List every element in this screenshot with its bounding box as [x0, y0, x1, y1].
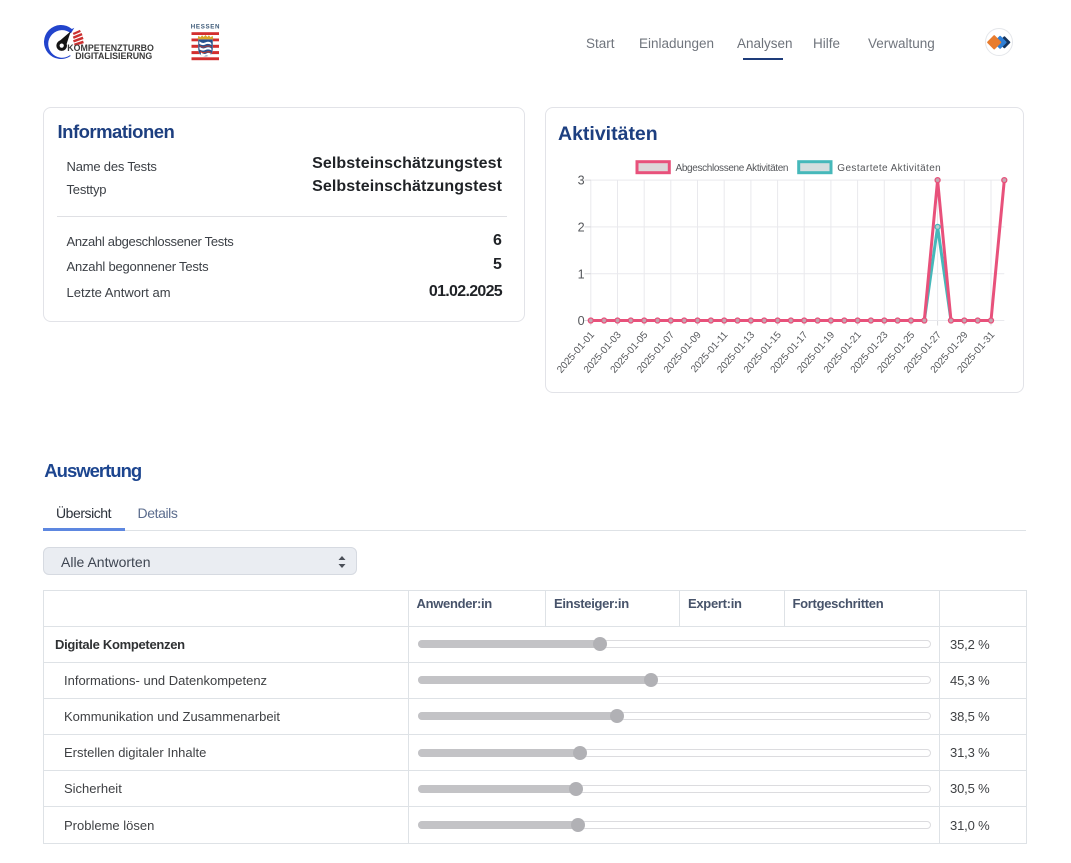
svg-text:0: 0	[578, 314, 585, 328]
svg-text:Abgeschlossene Aktivitäten: Abgeschlossene Aktivitäten	[676, 163, 789, 174]
svg-text:KOMPETENZTURBO: KOMPETENZTURBO	[67, 43, 154, 53]
svg-text:3: 3	[578, 174, 585, 188]
svg-text:1: 1	[578, 267, 585, 281]
svg-text:Gestartete Aktivitäten: Gestartete Aktivitäten	[837, 163, 941, 174]
svg-text:DIGITALISIERUNG: DIGITALISIERUNG	[75, 51, 152, 61]
svg-text:2: 2	[578, 221, 585, 235]
svg-text:HESSEN: HESSEN	[191, 24, 220, 31]
